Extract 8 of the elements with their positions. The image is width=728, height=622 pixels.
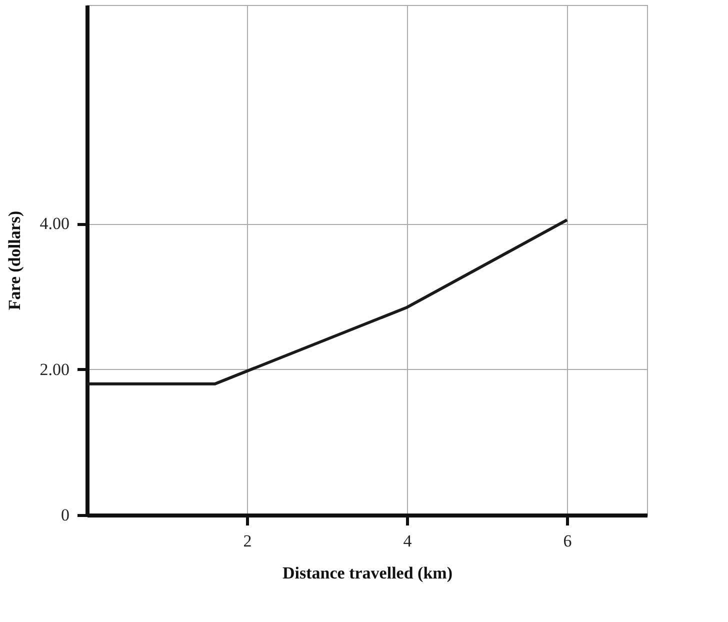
y-tick-label: 4.00 (40, 214, 70, 234)
y-tick-label: 0 (61, 506, 70, 524)
x-tick-label: 6 (563, 532, 572, 550)
y-tick-label: 2.00 (40, 360, 70, 379)
y-axis-title: Fare (dollars) (4, 210, 24, 310)
x-axis-title: Distance travelled (km) (282, 564, 452, 582)
x-tick-label: 4 (403, 532, 412, 550)
x-tick-label: 2 (243, 532, 252, 550)
